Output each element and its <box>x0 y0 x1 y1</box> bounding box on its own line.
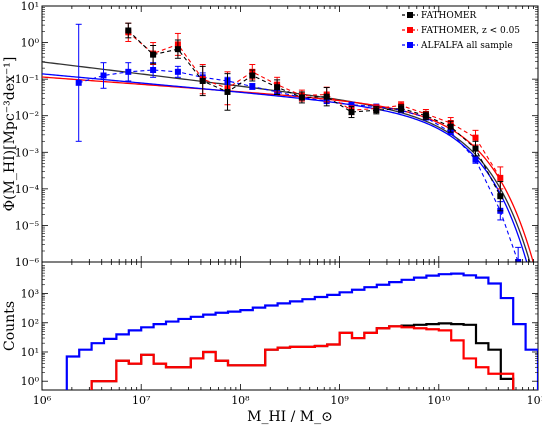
y-tick-label: 10¹ <box>21 0 39 13</box>
data-point <box>497 193 504 200</box>
data-point <box>224 88 231 95</box>
data-point <box>447 123 454 130</box>
data-point <box>472 134 479 141</box>
legend-marker-fathomer <box>407 12 413 18</box>
y-tick-label: 10³ <box>21 288 39 301</box>
data-point <box>348 101 355 108</box>
legend-label-fathomer-z: FATHOMER, z < 0.05 <box>421 26 520 36</box>
data-point <box>323 93 330 100</box>
data-point <box>472 156 479 163</box>
data-point <box>348 109 355 116</box>
data-point <box>515 259 522 262</box>
series-line-0 <box>127 30 501 197</box>
data-point <box>199 77 206 84</box>
data-point <box>472 145 479 152</box>
top-y-axis-label: Φ(M_HI)[Mpc⁻³dex⁻¹] <box>2 57 18 212</box>
data-point <box>249 83 256 90</box>
data-point <box>398 105 405 112</box>
x-tick-label: 10⁸ <box>231 394 250 407</box>
data-point <box>150 67 157 73</box>
legend-marker-alfalfa <box>407 42 413 48</box>
data-point <box>249 72 256 79</box>
data-point <box>422 112 429 119</box>
histogram-2 <box>90 325 515 390</box>
data-point <box>174 68 181 75</box>
y-tick-label: 10¹ <box>21 346 39 359</box>
y-tick-label: 10⁻¹ <box>15 73 39 86</box>
x-tick-label: 10⁹ <box>330 394 349 407</box>
data-point <box>373 107 380 114</box>
x-tick-label: 10⁷ <box>132 394 151 407</box>
y-tick-label: 10⁰ <box>21 375 40 388</box>
bottom-panel-frame <box>41 261 539 391</box>
series-line-1 <box>127 31 501 179</box>
data-point <box>100 72 107 79</box>
x-tick-label: 10¹⁰ <box>427 394 450 407</box>
y-tick-label: 10⁻³ <box>15 146 39 159</box>
legend-label-alfalfa: ALFALFA all sample <box>420 41 513 51</box>
y-tick-label: 10⁻⁶ <box>15 256 40 269</box>
top-panel-marks <box>42 22 534 262</box>
legend: FATHOMER FATHOMER, z < 0.05 ALFALFA all … <box>402 11 520 51</box>
y-tick-label: 10⁻² <box>15 110 39 123</box>
data-point <box>150 51 157 58</box>
fit-line-1 <box>42 76 534 262</box>
y-tick-label: 10⁻⁴ <box>15 183 40 196</box>
fit-line-2 <box>42 73 528 262</box>
data-point <box>125 27 132 34</box>
x-axis-label: M_HI / M_⊙ <box>247 409 333 425</box>
y-tick-label: 10⁻⁵ <box>15 219 39 232</box>
bottom-panel-marks <box>65 272 538 390</box>
data-point <box>497 174 504 181</box>
data-point <box>174 46 181 53</box>
y-tick-label: 10² <box>21 317 39 330</box>
y-tick-label: 10⁰ <box>21 37 40 50</box>
data-point <box>125 68 132 75</box>
data-point <box>298 94 305 101</box>
legend-label-fathomer: FATHOMER <box>421 11 476 21</box>
data-point <box>75 79 82 86</box>
data-point <box>274 84 281 91</box>
bottom-y-axis-label: Counts <box>2 301 18 351</box>
histogram-0 <box>65 272 538 390</box>
legend-marker-fathomer-z <box>407 27 413 33</box>
x-tick-label: 10⁶ <box>33 394 52 407</box>
